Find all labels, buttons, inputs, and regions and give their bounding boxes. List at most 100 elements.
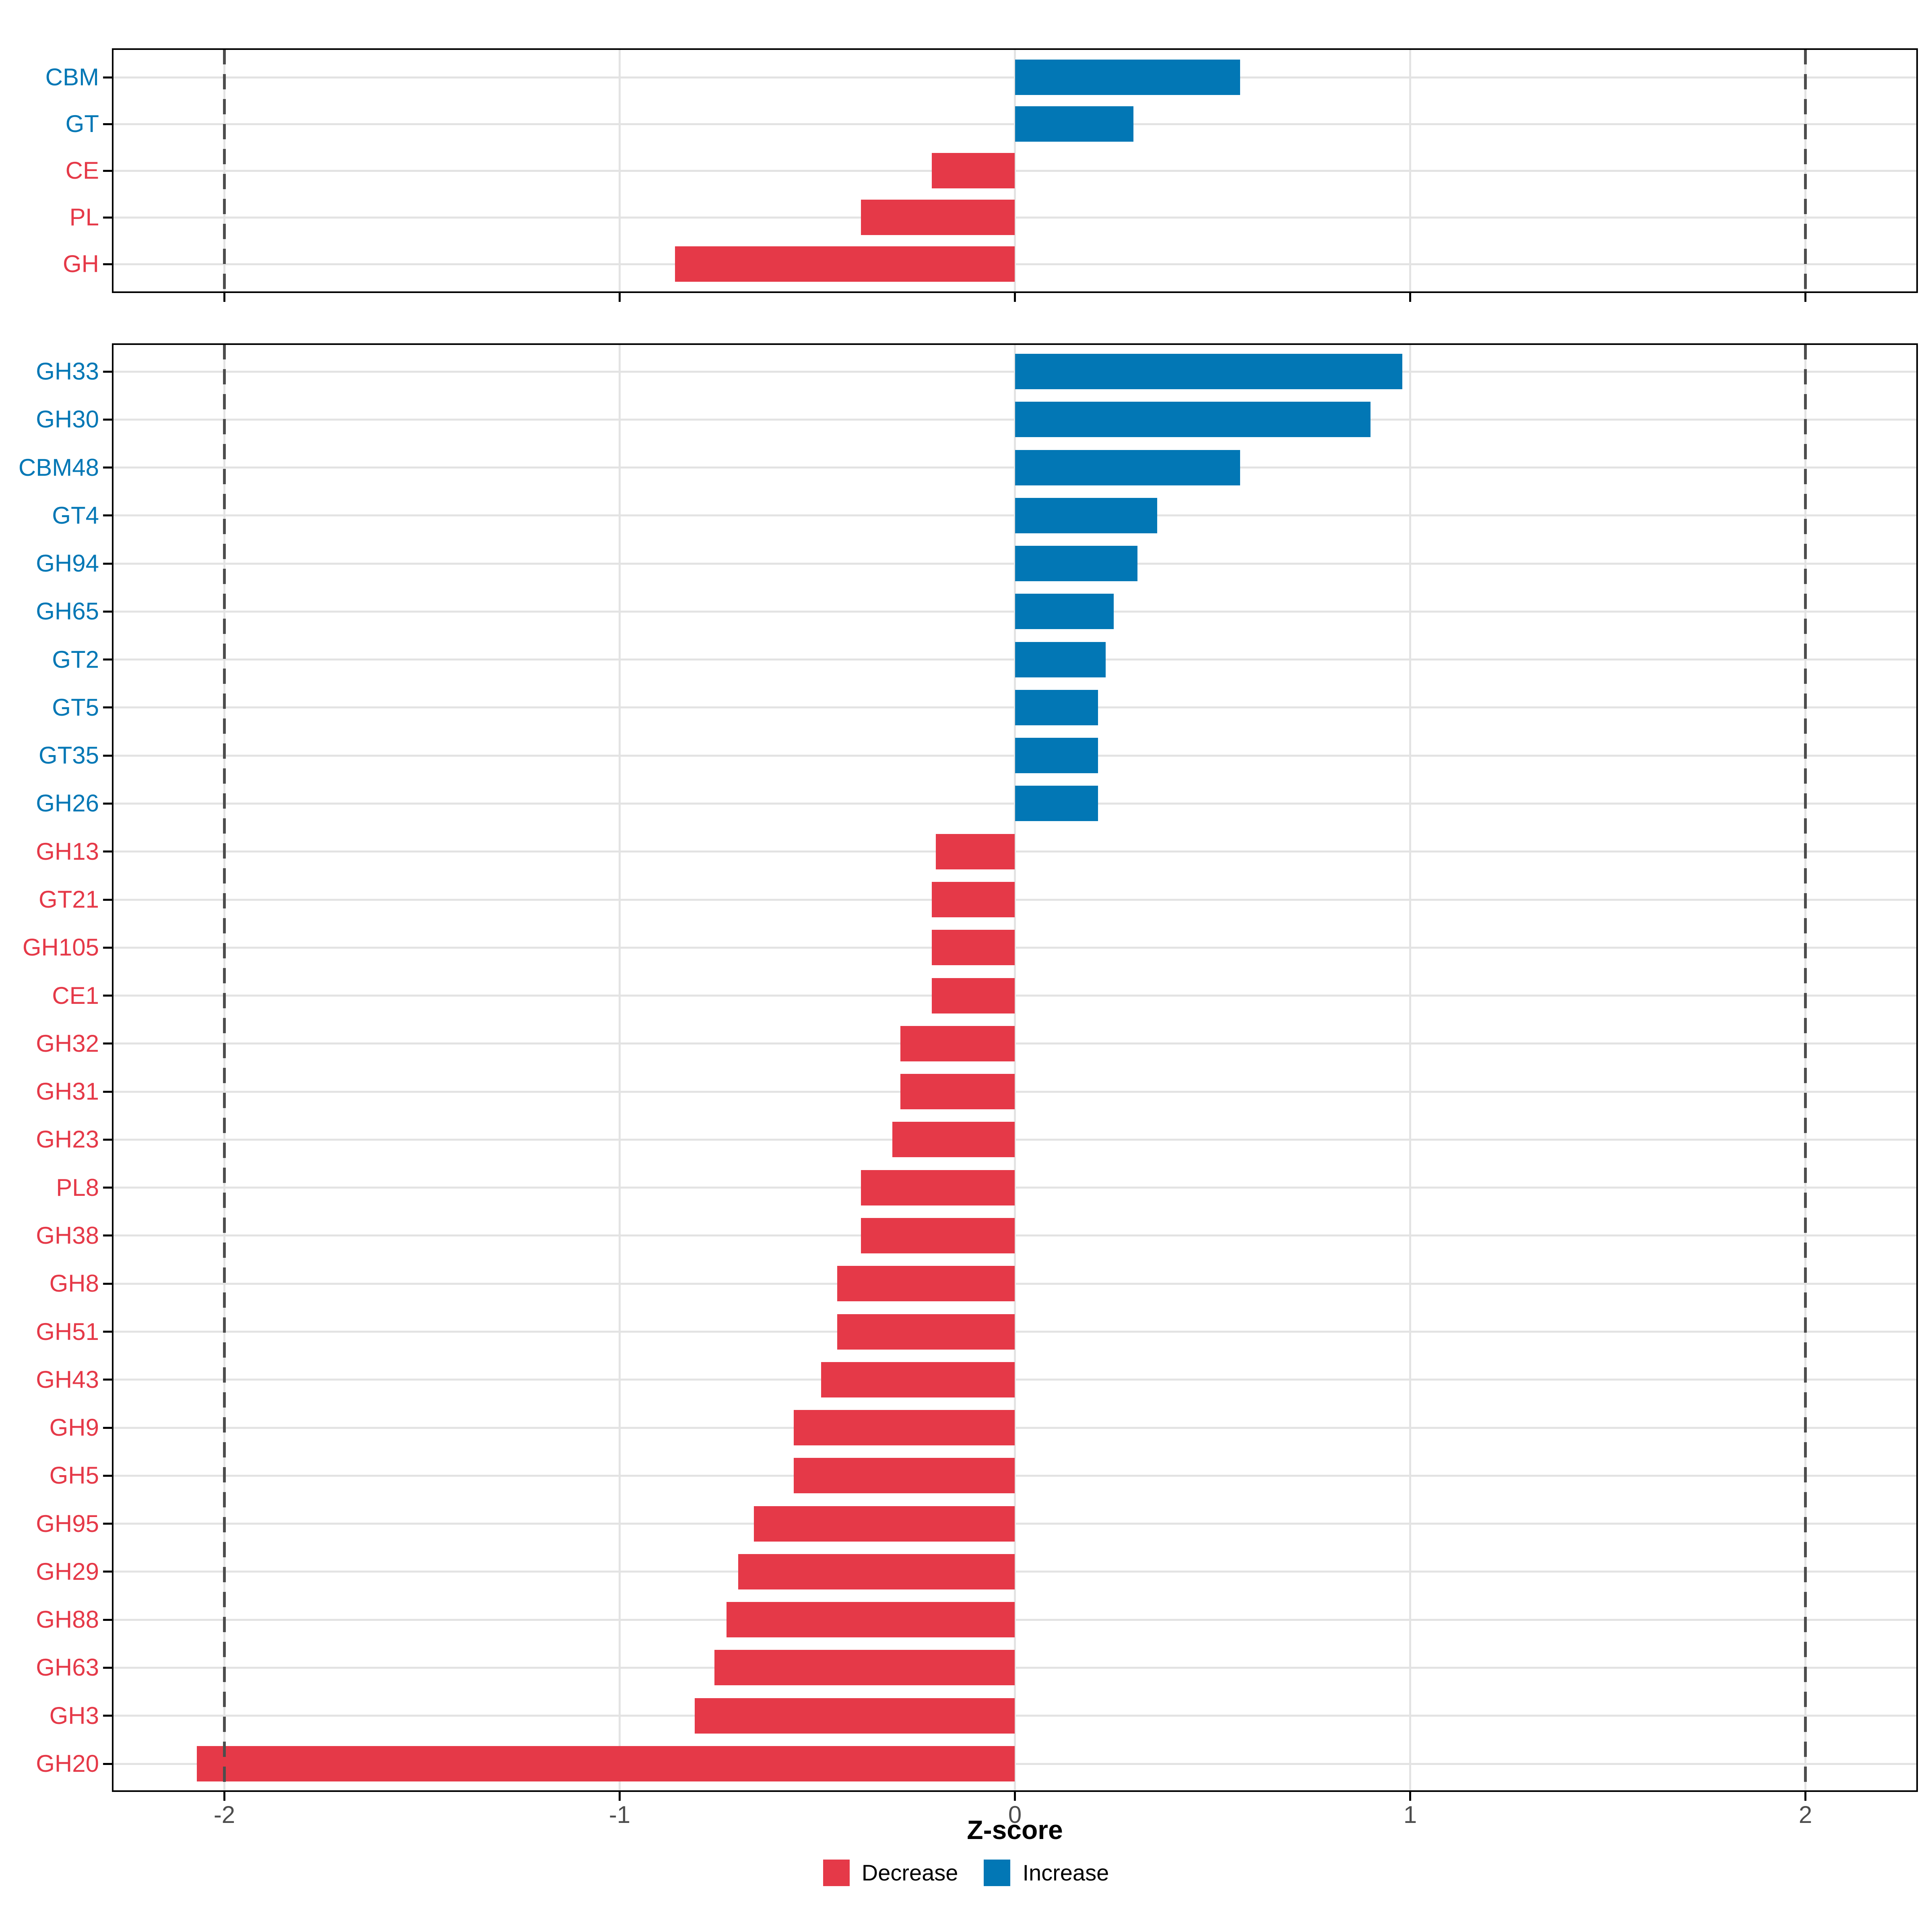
panel-border — [112, 48, 1918, 293]
dashed-reference-line — [223, 49, 226, 292]
y-tick — [103, 610, 112, 613]
y-tick — [103, 754, 112, 757]
y-tick — [103, 1234, 112, 1237]
y-tick — [103, 1331, 112, 1333]
y-tick — [103, 898, 112, 901]
y-tick — [103, 658, 112, 661]
y-tick — [103, 263, 112, 265]
y-tick — [103, 514, 112, 517]
row-label-GT5: GT5 — [52, 694, 99, 721]
row-label-GH8: GH8 — [49, 1270, 99, 1297]
row-label-GH: GH — [63, 250, 99, 277]
row-label-GH63: GH63 — [36, 1654, 99, 1681]
bar-CBM — [1015, 60, 1241, 95]
bar-GH94 — [1015, 546, 1137, 582]
bar-CE — [932, 153, 1015, 188]
y-tick — [103, 1187, 112, 1189]
legend-label: Increase — [1022, 1860, 1109, 1885]
bar-GH105 — [932, 930, 1015, 966]
row-label-GH43: GH43 — [36, 1366, 99, 1393]
bar-GT35 — [1015, 738, 1098, 774]
row-label-CBM48: CBM48 — [18, 454, 99, 481]
x-tick — [1804, 1792, 1806, 1801]
y-tick — [103, 706, 112, 709]
x-tick-label: 2 — [1798, 1801, 1812, 1828]
row-label-GH5: GH5 — [49, 1462, 99, 1489]
row-label-GH88: GH88 — [36, 1606, 99, 1633]
row-label-GH51: GH51 — [36, 1318, 99, 1345]
y-tick — [103, 1523, 112, 1525]
bar-GH88 — [726, 1602, 1015, 1638]
bar-GH29 — [738, 1554, 1015, 1589]
bar-GT21 — [932, 882, 1015, 918]
x-axis-title: Z-score — [967, 1815, 1063, 1845]
bar-GH63 — [714, 1650, 1015, 1686]
dashed-reference-line — [223, 344, 226, 1791]
row-label-GH20: GH20 — [36, 1750, 99, 1777]
row-label-GH26: GH26 — [36, 790, 99, 817]
bar-GH9 — [793, 1410, 1015, 1446]
x-tick — [223, 293, 225, 302]
row-label-GT21: GT21 — [38, 886, 99, 913]
x-tick — [1409, 293, 1411, 302]
bar-GH23 — [892, 1122, 1015, 1158]
y-tick — [103, 1763, 112, 1765]
bar-GH38 — [861, 1218, 1015, 1253]
y-tick — [103, 850, 112, 853]
row-label-GH13: GH13 — [36, 838, 99, 865]
y-tick — [103, 1090, 112, 1093]
y-tick — [103, 1618, 112, 1621]
bar-PL8 — [861, 1170, 1015, 1205]
row-label-GH9: GH9 — [49, 1414, 99, 1441]
x-tick-label: 1 — [1403, 1801, 1417, 1828]
dashed-reference-line — [1804, 344, 1807, 1791]
y-tick — [103, 1666, 112, 1669]
row-label-GH38: GH38 — [36, 1222, 99, 1249]
gridline-v — [1409, 344, 1411, 1791]
bar-GH13 — [936, 834, 1015, 869]
row-label-GH33: GH33 — [36, 358, 99, 385]
row-label-CBM: CBM — [45, 64, 99, 91]
y-tick — [103, 418, 112, 421]
bar-GH20 — [196, 1746, 1015, 1781]
row-label-GH32: GH32 — [36, 1030, 99, 1057]
bar-GT4 — [1015, 497, 1158, 533]
bar-GT — [1015, 106, 1134, 142]
legend: Decrease Increase — [0, 1860, 1932, 1886]
row-label-GH94: GH94 — [36, 550, 99, 577]
bar-GH32 — [900, 1026, 1015, 1061]
bar-CE1 — [932, 978, 1015, 1013]
bar-GH8 — [837, 1266, 1015, 1302]
row-label-GH65: GH65 — [36, 598, 99, 625]
bar-GT5 — [1015, 689, 1098, 725]
x-tick — [619, 1792, 621, 1801]
y-tick — [103, 1715, 112, 1717]
gridline-v — [1014, 49, 1016, 292]
bar-GH — [675, 246, 1015, 282]
legend-swatch-increase — [984, 1860, 1011, 1886]
row-label-GH30: GH30 — [36, 406, 99, 433]
row-label-GT2: GT2 — [52, 646, 99, 673]
row-label-GH29: GH29 — [36, 1558, 99, 1585]
bar-GH3 — [695, 1698, 1015, 1734]
y-tick — [103, 1474, 112, 1477]
y-tick — [103, 123, 112, 125]
gridline-v — [619, 344, 621, 1791]
y-tick — [103, 562, 112, 565]
y-tick — [103, 1042, 112, 1045]
x-tick — [1014, 1792, 1016, 1801]
y-tick — [103, 466, 112, 469]
x-tick — [223, 1792, 225, 1801]
y-tick — [103, 802, 112, 805]
row-label-GT4: GT4 — [52, 502, 99, 529]
y-tick — [103, 169, 112, 172]
y-tick — [103, 1426, 112, 1429]
y-tick — [103, 1379, 112, 1381]
bar-GH30 — [1015, 402, 1371, 438]
row-label-PL8: PL8 — [56, 1174, 99, 1201]
row-label-CE: CE — [65, 157, 99, 184]
x-tick — [1409, 1792, 1411, 1801]
x-tick-label: -2 — [213, 1801, 235, 1828]
legend-swatch-decrease — [823, 1860, 850, 1886]
gridline-v — [1014, 344, 1016, 1791]
